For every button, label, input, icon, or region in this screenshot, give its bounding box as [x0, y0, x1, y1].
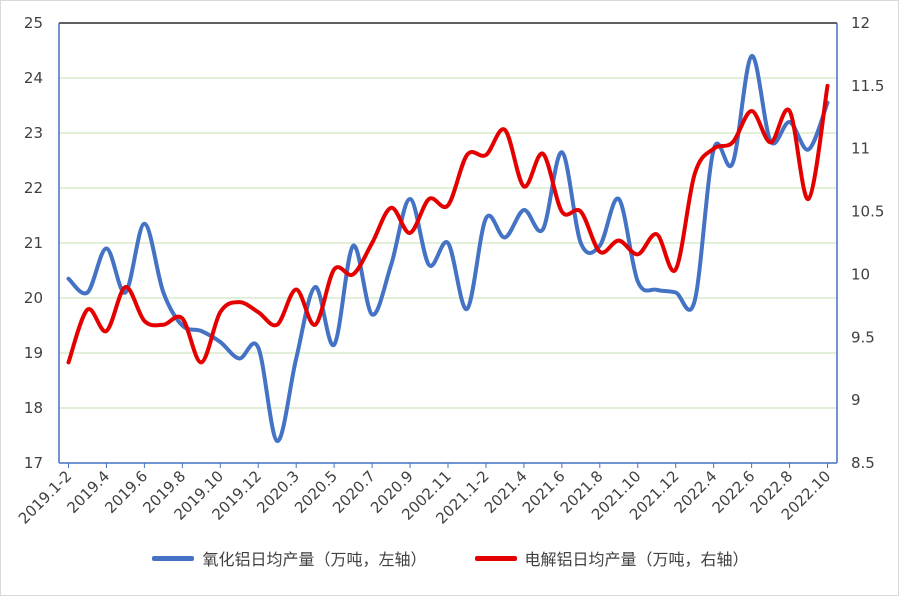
x-axis-ticks: 2019.1-22019.42019.62019.82019.102019.12…	[15, 467, 834, 527]
right-axis-tick-label: 9.5	[851, 328, 875, 346]
legend-swatch-electrolytic-aluminum	[474, 555, 517, 561]
legend-label-alumina: 氧化铝日均产量（万吨，左轴）	[202, 550, 427, 569]
left-axis-tick-label: 18	[24, 399, 43, 417]
legend: 氧化铝日均产量（万吨，左轴） 电解铝日均产量（万吨，右轴）	[1, 546, 899, 570]
right-axis-tick-label: 11	[851, 140, 870, 158]
axes	[58, 23, 838, 468]
left-axis-tick-label: 20	[24, 289, 43, 307]
series-line-electrolytic-aluminum	[66, 83, 830, 365]
left-axis-tick-label: 21	[24, 234, 43, 252]
right-axis-tick-label: 8.5	[851, 454, 875, 472]
series-lines	[66, 53, 830, 444]
legend-swatch-alumina	[152, 555, 195, 561]
right-axis-ticks: 8.5 9 9.5 10 10.5 11 11.5 12	[851, 14, 884, 472]
left-axis-ticks: 17 18 19 20 21 22 23 24 25	[24, 14, 43, 472]
left-axis-tick-label: 19	[24, 344, 43, 362]
right-axis-tick-label: 10.5	[851, 203, 884, 221]
right-axis-tick-label: 12	[851, 14, 870, 32]
legend-item-electrolytic-aluminum: 电解铝日均产量（万吨，右轴）	[474, 546, 749, 570]
left-axis-tick-label: 25	[24, 14, 43, 32]
right-axis-tick-label: 10	[851, 265, 870, 283]
right-axis-tick-label: 9	[851, 391, 861, 409]
legend-label-electrolytic-aluminum: 电解铝日均产量（万吨，右轴）	[524, 550, 749, 569]
series-line-alumina	[66, 53, 830, 444]
x-axis-tick-label: 2019.1-2	[15, 467, 75, 527]
left-axis-tick-label: 17	[24, 454, 43, 472]
right-axis-tick-label: 11.5	[851, 77, 884, 95]
left-axis-tick-label: 22	[24, 179, 43, 197]
legend-item-alumina: 氧化铝日均产量（万吨，左轴）	[152, 546, 427, 570]
left-axis-tick-label: 24	[24, 69, 43, 87]
left-axis-tick-label: 23	[24, 124, 43, 142]
